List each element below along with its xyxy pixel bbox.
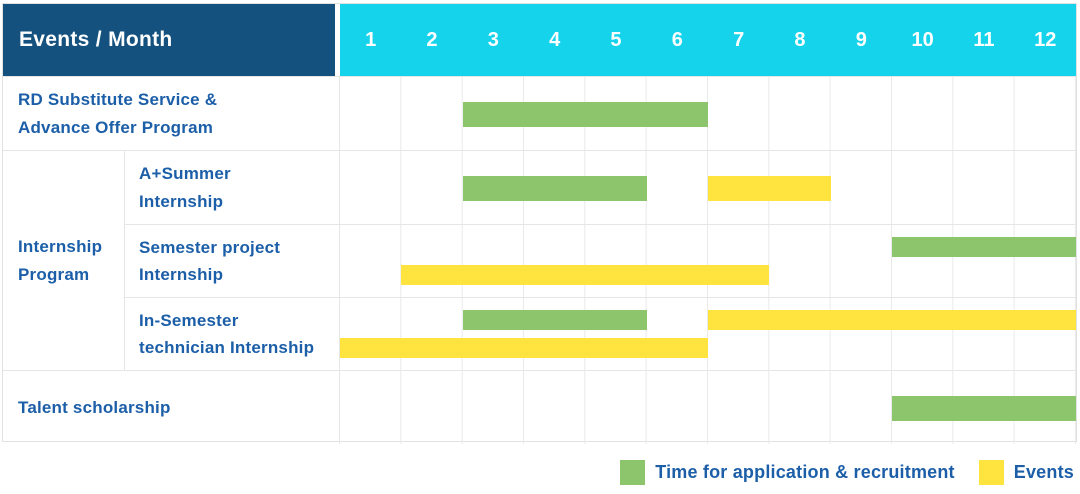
gantt-bar-application (462, 175, 647, 201)
row-label-a-plus-summer: A+Summer Internship (125, 151, 340, 224)
row-label-line: Internship (139, 265, 224, 284)
legend-label: Events (1013, 462, 1074, 482)
chart-cell-talent-scholarship (340, 371, 1076, 444)
row-label-talent-scholarship: Talent scholarship (3, 371, 340, 444)
schedule-table: Events / Month 1 2 3 4 5 6 7 8 9 10 11 1… (2, 3, 1077, 444)
table-header-row: Events / Month 1 2 3 4 5 6 7 8 9 10 11 1… (3, 4, 1076, 76)
gantt-bar-application (892, 395, 1076, 421)
month-header-7: 7 (733, 28, 745, 51)
row-label-in-semester-technician: In-Semester technician Internship (125, 298, 340, 370)
month-header-4: 4 (549, 28, 561, 51)
chart-cell-in-semester-technician (340, 298, 1076, 370)
row-label-line: Talent scholarship (18, 397, 171, 417)
row-label-line: Internship (139, 191, 224, 211)
gantt-bar-events (340, 337, 708, 358)
month-header-1: 1 (365, 28, 377, 51)
row-label-line: Advance Offer Program (18, 117, 214, 137)
events-swatch-icon (978, 460, 1004, 485)
month-header-9: 9 (855, 28, 867, 51)
month-header-6: 6 (671, 28, 683, 51)
internship-sub-rows: A+Summer Internship Semester project Int… (125, 151, 1076, 370)
corner-header: Events / Month (3, 4, 335, 76)
legend: Time for application & recruitment Event… (596, 460, 1074, 485)
row-label-rd-substitute: RD Substitute Service & Advance Offer Pr… (3, 77, 340, 150)
gantt-bar-events (708, 175, 831, 201)
month-header-11: 11 (973, 28, 995, 51)
gantt-bar-events (401, 264, 770, 285)
row-label-line: technician Internship (139, 338, 315, 357)
months-header: 1 2 3 4 5 6 7 8 9 10 11 12 (340, 4, 1076, 76)
table-row: RD Substitute Service & Advance Offer Pr… (3, 76, 1076, 150)
month-header-8: 8 (794, 28, 806, 51)
legend-item-events: Events (978, 460, 1074, 485)
group-label-internship-program: Internship Program (3, 151, 125, 370)
application-swatch-icon (620, 460, 646, 485)
month-header-2: 2 (426, 28, 438, 51)
legend-label: Time for application & recruitment (655, 462, 955, 482)
month-header-10: 10 (911, 28, 934, 51)
gantt-bar-application (462, 309, 647, 330)
legend-item-application: Time for application & recruitment (620, 460, 955, 485)
chart-cell-rd-substitute (340, 77, 1076, 150)
table-row-group-internship: Internship Program A+Summer Internship S… (3, 150, 1076, 370)
group-label-line: Internship (18, 237, 103, 257)
row-label-line: A+Summer (139, 164, 231, 184)
month-header-3: 3 (487, 28, 499, 51)
chart-cell-semester-project (340, 225, 1076, 297)
table-row: Talent scholarship (3, 370, 1076, 444)
row-label-line: In-Semester (139, 310, 239, 330)
table-row: Semester project Internship (125, 224, 1076, 297)
group-label-line: Program (18, 264, 90, 284)
row-label-line: RD Substitute Service & (18, 90, 218, 110)
chart-cell-a-plus-summer (340, 151, 1076, 224)
row-label-semester-project: Semester project Internship (125, 225, 340, 297)
gantt-bar-events (708, 309, 1076, 330)
gantt-bar-application (462, 101, 708, 127)
table-row: A+Summer Internship (125, 151, 1076, 224)
table-row: In-Semester technician Internship (125, 297, 1076, 370)
row-label-line: Semester project (139, 237, 281, 257)
month-header-5: 5 (610, 28, 622, 51)
month-header-12: 12 (1034, 28, 1057, 51)
gantt-bar-application (892, 236, 1076, 257)
